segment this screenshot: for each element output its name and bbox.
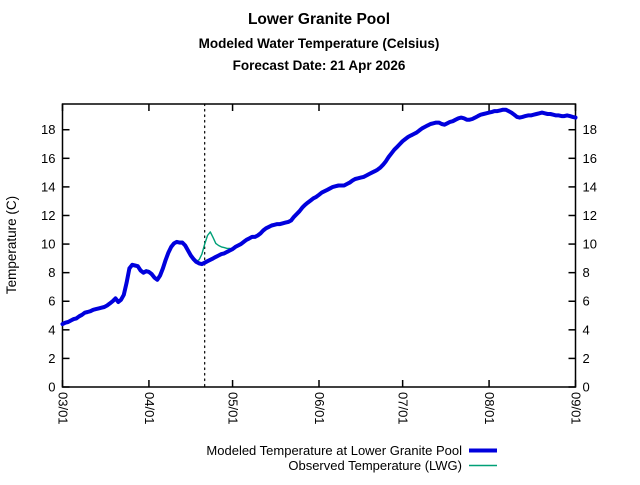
x-tick-label: 04/01 bbox=[142, 392, 157, 425]
y-tick-label-left: 10 bbox=[41, 237, 55, 252]
modeled-temperature-line bbox=[60, 107, 578, 327]
axis-ticks bbox=[61, 104, 577, 388]
legend: Modeled Temperature at Lower Granite Poo… bbox=[206, 443, 497, 473]
axis-tick-labels: 0 0 2 2 4 4 6 6 8 8 10 10 12 12 14 14 16 16 18 18 03/01 04/01… bbox=[41, 122, 597, 424]
y-tick-label-left: 8 bbox=[48, 265, 55, 280]
chart-title: Lower Granite Pool bbox=[248, 11, 390, 28]
legend-label-observed: Observed Temperature (LWG) bbox=[288, 458, 462, 473]
y-tick-label-right: 10 bbox=[583, 237, 597, 252]
y-tick-label-left: 12 bbox=[41, 208, 55, 223]
y-tick-label-left: 4 bbox=[48, 322, 55, 337]
y-tick-label-left: 18 bbox=[41, 122, 55, 137]
x-tick-label: 07/01 bbox=[396, 392, 411, 425]
y-tick-label-left: 0 bbox=[48, 380, 55, 395]
y-tick-label-right: 8 bbox=[583, 265, 590, 280]
forecast-date-label: Forecast Date: 21 Apr 2026 bbox=[233, 58, 406, 73]
y-tick-label-left: 16 bbox=[41, 151, 55, 166]
x-tick-label: 03/01 bbox=[56, 392, 71, 425]
x-tick-label: 09/01 bbox=[569, 392, 584, 425]
x-tick-label: 06/01 bbox=[312, 392, 327, 425]
y-tick-label-right: 12 bbox=[583, 208, 597, 223]
legend-label-modeled: Modeled Temperature at Lower Granite Poo… bbox=[206, 443, 462, 458]
y-tick-label-left: 2 bbox=[48, 351, 55, 366]
x-tick-label: 08/01 bbox=[482, 392, 497, 425]
x-tick-label: 05/01 bbox=[226, 392, 241, 425]
y-tick-label-right: 18 bbox=[583, 122, 597, 137]
y-axis-title: Temperature (C) bbox=[4, 196, 19, 294]
chart-subtitle: Modeled Water Temperature (Celsius) bbox=[199, 36, 440, 51]
y-tick-label-right: 0 bbox=[583, 380, 590, 395]
plot-frame bbox=[61, 103, 577, 388]
plot-lines bbox=[60, 103, 578, 388]
y-tick-label-right: 16 bbox=[583, 151, 597, 166]
y-tick-label-right: 6 bbox=[583, 294, 590, 309]
y-tick-label-left: 14 bbox=[41, 179, 55, 194]
y-tick-label-left: 6 bbox=[48, 294, 55, 309]
y-tick-label-right: 2 bbox=[583, 351, 590, 366]
y-tick-label-right: 14 bbox=[583, 179, 597, 194]
y-tick-label-right: 4 bbox=[583, 322, 590, 337]
